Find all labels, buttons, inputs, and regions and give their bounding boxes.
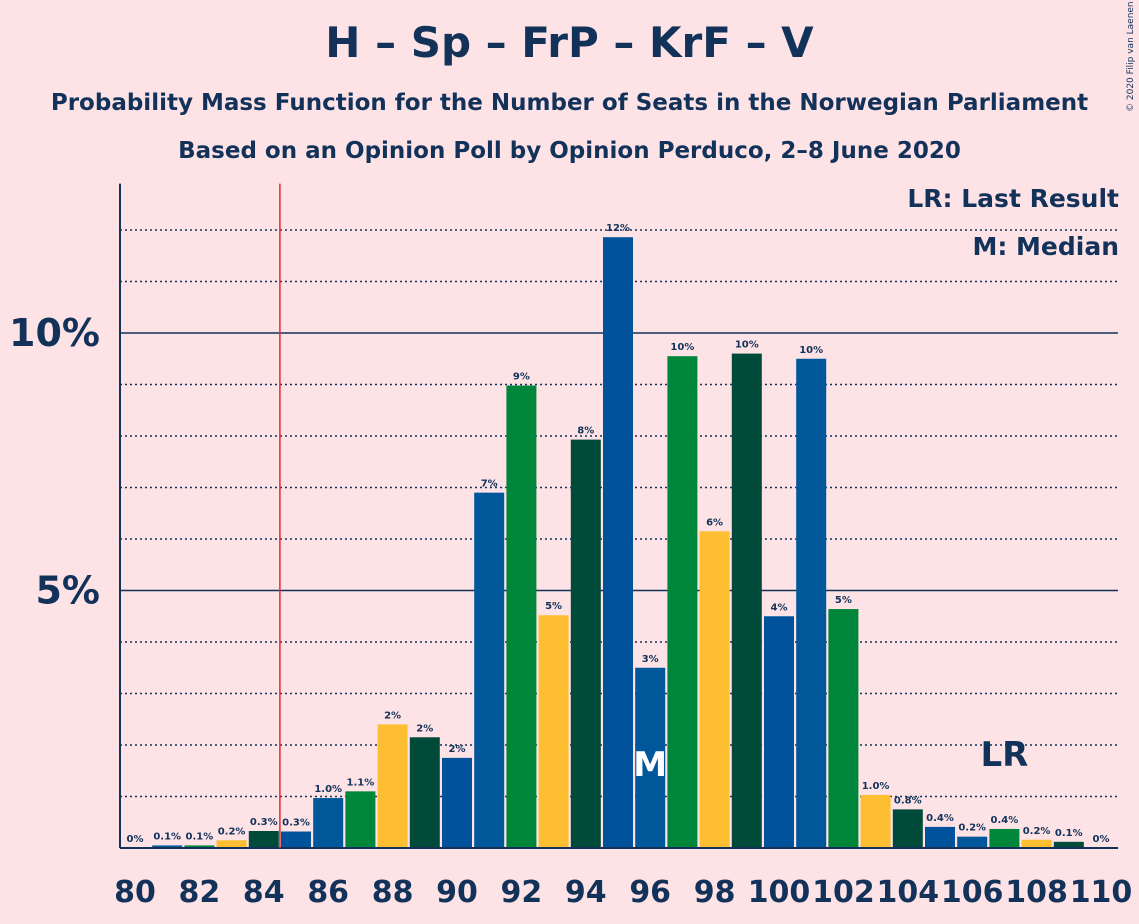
legend-last-result: LR: Last Result [907,184,1119,213]
x-tick-label-82: 82 [179,875,221,910]
markers: LR M [279,183,1028,848]
bar-label-96: 3% [642,654,659,665]
x-tick-label-108: 108 [1005,875,1068,910]
bar-label-105: 0.4% [926,813,954,824]
bar-label-106: 0.2% [958,823,986,834]
bar-seats-105 [925,826,955,848]
bar-seats-103 [860,794,891,848]
bar-seats-87 [345,791,376,848]
y-tick-label: 5% [35,569,100,613]
bar-label-109: 0.1% [1055,828,1083,839]
x-tick-label-96: 96 [629,875,671,910]
bar-seats-101 [796,358,827,848]
bar-seats-81 [152,845,183,848]
bar-seats-93 [538,615,569,848]
bar-label-82: 0.1% [186,831,214,842]
bar-seats-99 [731,353,762,848]
x-tick-label-88: 88 [372,875,414,910]
axes: 5% 10% 80 82 84 86 88 90 92 94 96 98 100 102 104 106 108… [9,183,1133,910]
x-tick-label-110: 110 [1070,875,1133,910]
x-tick-label-80: 80 [114,875,156,910]
median-marker: M [633,745,667,785]
bar-label-108: 0.2% [1023,826,1051,837]
bar-seats-91 [474,492,505,848]
bar-seats-84 [248,831,279,848]
chart-subtitle: Probability Mass Function for the Number… [50,90,1089,116]
bar-seats-82 [184,845,215,848]
x-tick-label-106: 106 [941,875,1004,910]
bar-label-89: 2% [416,723,433,734]
bar-seats-106 [957,836,988,848]
bar-seats-98 [699,531,730,848]
bars [152,237,1084,848]
bar-label-95: 12% [606,223,630,234]
bar-label-92: 9% [513,372,530,383]
bar-seats-108 [1021,839,1052,848]
bar-seats-86 [313,798,344,848]
bar-label-102: 5% [835,595,852,606]
bar-label-100: 4% [771,602,788,613]
bar-seats-95 [603,237,633,848]
legend-median: M: Median [972,232,1119,261]
x-tick-label-92: 92 [501,875,543,910]
bar-label-103: 1.0% [862,781,890,792]
x-tick-label-100: 100 [748,875,811,910]
bar-label-93: 5% [545,601,562,612]
x-tick-label-90: 90 [436,875,478,910]
chart-title: H – Sp – FrP – KrF – V [325,18,814,67]
bar-label-107: 0.4% [991,815,1019,826]
bar-label-88: 2% [384,710,401,721]
x-tick-label-86: 86 [307,875,349,910]
bar-seats-85 [281,831,311,848]
bar-seats-90 [442,757,472,848]
data-labels: 0% 0.1% 0.1% 0.2% 0.3% 0.3% 1.0% 1.1% 2% 2% 2% 7% 9%… [127,223,1110,845]
bar-seats-97 [667,356,698,848]
bar-label-104: 0.8% [894,795,922,806]
bar-label-90: 2% [449,744,466,755]
bar-seats-109 [1053,841,1084,848]
bar-seats-83 [216,840,247,848]
bar-label-85: 0.3% [282,818,310,829]
bar-seats-88 [377,724,408,848]
bar-seats-92 [506,385,537,848]
x-tick-label-104: 104 [876,875,939,910]
bar-label-83: 0.2% [218,826,246,837]
bar-seats-100 [764,616,794,848]
bar-label-97: 10% [670,342,694,353]
x-tick-label-102: 102 [812,875,875,910]
x-tick-label-84: 84 [243,875,285,910]
bar-label-98: 6% [706,517,723,528]
bar-label-86: 1.0% [314,784,342,795]
bar-seats-107 [989,828,1020,848]
bar-label-80: 0% [127,834,144,845]
chart-source: Based on an Opinion Poll by Opinion Perd… [178,138,961,164]
bar-seats-96 [635,667,666,848]
bar-seats-104 [892,809,923,848]
bar-label-81: 0.1% [153,831,181,842]
bar-label-110: 0% [1093,834,1110,845]
y-tick-label: 10% [9,311,100,355]
x-tick-label-94: 94 [565,875,607,910]
bar-label-91: 7% [481,479,498,490]
bar-label-84: 0.3% [250,817,278,828]
last-result-marker: LR [980,735,1028,775]
bar-seats-94 [570,439,601,848]
bar-label-99: 10% [735,340,759,351]
bar-seats-89 [409,737,440,848]
bar-label-101: 10% [799,345,823,356]
bar-seats-102 [828,609,859,848]
x-tick-label-98: 98 [694,875,736,910]
bar-label-87: 1.1% [347,777,375,788]
bar-label-94: 8% [577,426,594,437]
